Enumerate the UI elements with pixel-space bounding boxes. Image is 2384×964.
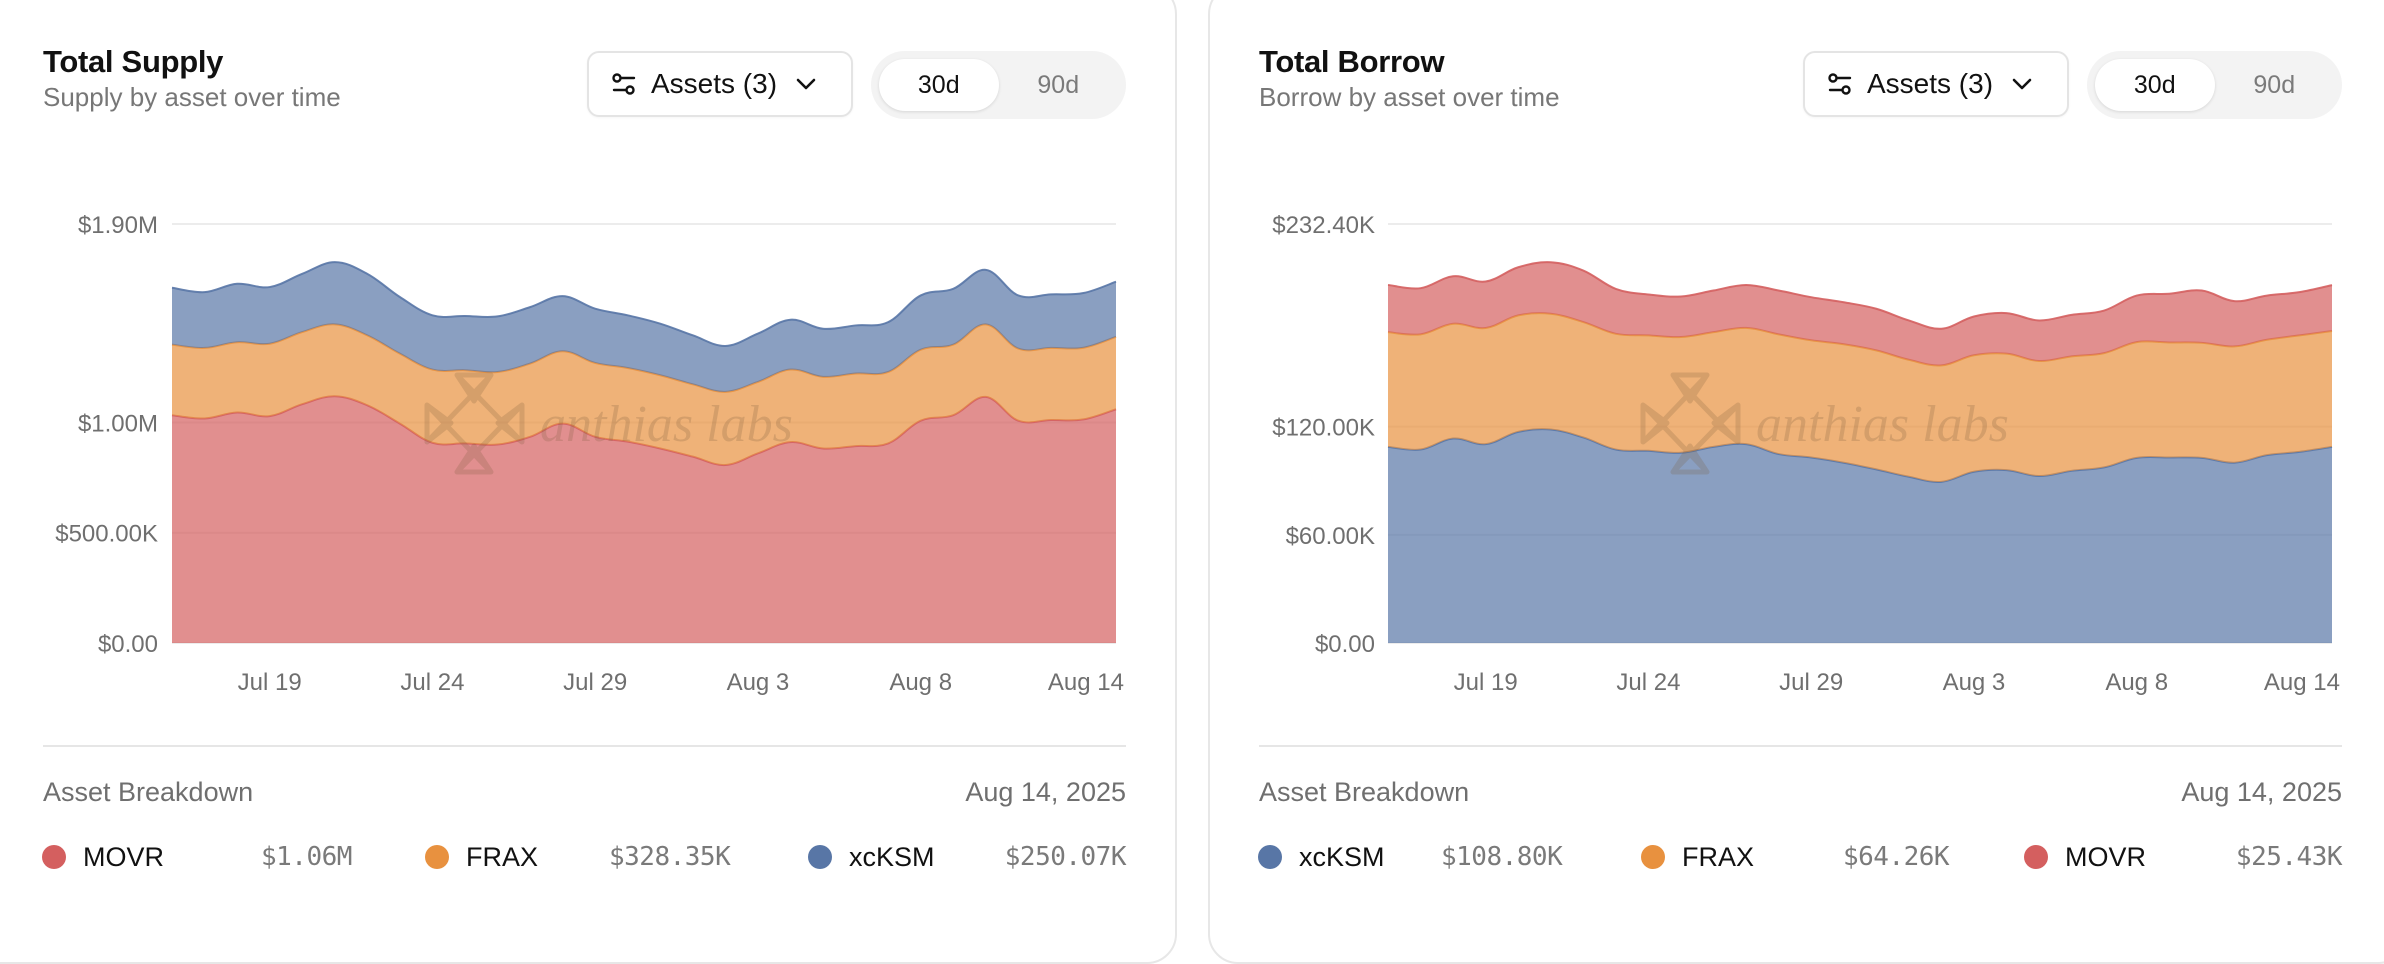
range-90d-button[interactable]: 90d — [1037, 70, 1080, 99]
assets-filter-label: Assets (3) — [1867, 68, 1994, 99]
watermark-logo-icon — [424, 372, 525, 475]
legend-asset-name: MOVR — [2065, 841, 2146, 872]
frax-color-dot — [1641, 845, 1665, 869]
range-30d-button[interactable]: 30d — [879, 59, 999, 111]
divider — [43, 745, 1126, 747]
legend-item-frax: FRAX — [1641, 842, 1754, 873]
y-tick-label: $1.00M — [78, 410, 158, 437]
card-subtitle: Supply by asset over time — [43, 82, 341, 112]
y-tick-label: $232.40K — [1272, 212, 1375, 239]
legend-asset-value: $108.80K — [1441, 842, 1563, 872]
chevron-down-icon — [2011, 77, 2033, 91]
x-tick-label: Jul 24 — [400, 669, 464, 696]
time-range-toggle: 30d 90d — [871, 51, 1126, 119]
legend-asset-name: xcKSM — [849, 841, 935, 872]
x-tick-label: Aug 14 — [2264, 669, 2340, 696]
line-xcksm — [171, 261, 1117, 347]
y-tick-label: $0.00 — [98, 631, 158, 658]
divider — [1259, 745, 2342, 747]
x-tick-label: Aug 3 — [1943, 669, 2006, 696]
asset-breakdown-label: Asset Breakdown — [43, 777, 254, 807]
x-tick-label: Aug 3 — [727, 669, 790, 696]
y-tick-label: $0.00 — [1315, 631, 1375, 658]
y-tick-label: $500.00K — [55, 521, 158, 548]
legend-asset-value: $328.35K — [609, 842, 731, 872]
legend-item-frax: FRAX — [425, 842, 538, 873]
range-90d-button[interactable]: 90d — [2253, 70, 2296, 99]
watermark-logo-icon — [1640, 372, 1741, 475]
x-tick-label: Jul 29 — [563, 669, 627, 696]
card-title: Total Supply — [43, 44, 224, 79]
legend-asset-value: $25.43K — [2235, 842, 2343, 872]
assets-filter-label: Assets (3) — [651, 68, 778, 99]
total-borrow-chart: $0.00 $60.00K $120.00K $232.40K Jul 19 Jul 24… — [1272, 212, 2340, 696]
watermark-text: anthias labs — [540, 396, 793, 453]
x-tick-label: Jul 24 — [1616, 669, 1680, 696]
line-movr — [1387, 261, 2333, 330]
legend-item-movr: MOVR — [42, 842, 164, 873]
legend-asset-value: $64.26K — [1843, 842, 1950, 872]
area-xcksm — [172, 262, 1116, 392]
x-tick-label: Aug 8 — [889, 669, 952, 696]
x-tick-label: Jul 29 — [1779, 669, 1843, 696]
area-frax — [172, 324, 1116, 466]
legend-asset-name: MOVR — [83, 841, 164, 872]
x-tick-label: Jul 19 — [1454, 669, 1518, 696]
legend-item-xcksm: xcKSM — [1258, 842, 1385, 873]
assets-filter-button[interactable]: Assets (3) — [587, 51, 853, 117]
total-supply-chart: $0.00 $500.00K $1.00M $1.90M Jul 19 Jul 24 Jul… — [55, 212, 1124, 696]
x-tick-label: Jul 19 — [238, 669, 302, 696]
frax-color-dot — [425, 845, 449, 869]
card-subtitle: Borrow by asset over time — [1259, 82, 1560, 112]
y-tick-label: $120.00K — [1272, 415, 1375, 442]
y-tick-label: $1.90M — [78, 212, 158, 239]
sliders-icon — [1827, 71, 1853, 97]
legend-item-xcksm: xcKSM — [808, 842, 935, 873]
legend-asset-value: $250.07K — [1004, 842, 1127, 872]
time-range-toggle: 30d 90d — [2087, 51, 2342, 119]
legend-asset-value: $1.06M — [261, 842, 352, 872]
legend-item-movr: MOVR — [2024, 842, 2146, 873]
x-tick-label: Aug 8 — [2105, 669, 2168, 696]
asset-breakdown-label: Asset Breakdown — [1259, 777, 1470, 807]
movr-color-dot — [2024, 845, 2048, 869]
legend-asset-name: FRAX — [466, 841, 539, 872]
breakdown-date: Aug 14, 2025 — [965, 777, 1126, 807]
card-title: Total Borrow — [1259, 44, 1445, 79]
asset-legend: xcKSM $108.80K FRAX $64.26K MOVR $25.43K — [1258, 837, 2343, 877]
range-30d-button[interactable]: 30d — [2095, 59, 2215, 111]
sliders-icon — [611, 71, 637, 97]
asset-legend: MOVR $1.06M FRAX $328.35K xcKSM $250.07K — [42, 837, 1127, 877]
area-xcksm — [1388, 429, 2332, 643]
legend-asset-name: xcKSM — [1299, 841, 1385, 872]
legend-asset-name: FRAX — [1682, 841, 1755, 872]
assets-filter-button[interactable]: Assets (3) — [1803, 51, 2069, 117]
movr-color-dot — [42, 845, 66, 869]
area-movr — [1388, 262, 2332, 366]
y-tick-label: $60.00K — [1286, 523, 1375, 550]
x-tick-label: Aug 14 — [1048, 669, 1124, 696]
xcksm-color-dot — [808, 845, 832, 869]
chevron-down-icon — [795, 77, 817, 91]
breakdown-date: Aug 14, 2025 — [2181, 777, 2342, 807]
xcksm-color-dot — [1258, 845, 1282, 869]
watermark-text: anthias labs — [1756, 396, 2009, 453]
area-movr — [172, 396, 1116, 643]
